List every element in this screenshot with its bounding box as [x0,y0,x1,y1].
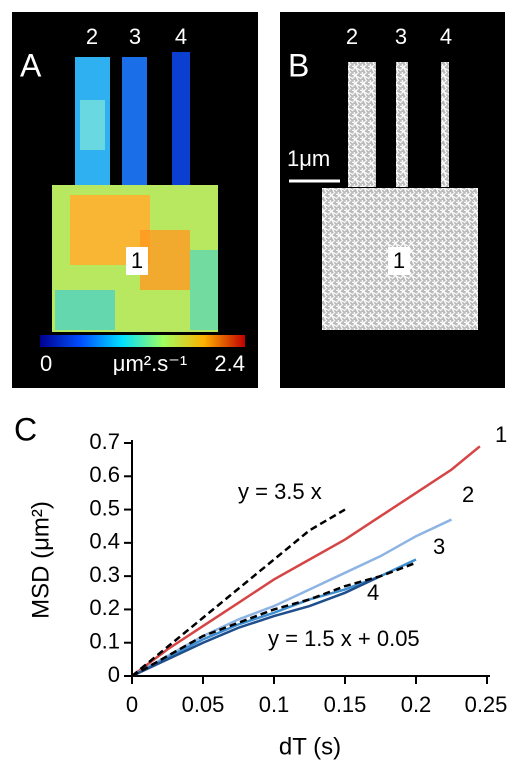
region-label: 1 [393,248,405,273]
series-label: 2 [462,482,474,507]
y-tick-label: 0.5 [89,495,120,520]
y-tick-label: 0.3 [89,562,120,587]
y-tick-label: 0.4 [89,529,120,554]
msd-line [131,558,417,678]
y-axis-label: MSD (μm²) [27,501,54,619]
series-label: 3 [433,534,445,559]
stem [122,57,147,187]
y-tick-label: 0.2 [89,595,120,620]
scale-label: 1μm [287,146,330,171]
x-tick-label: 0.2 [401,692,432,717]
colorbar-unit: μm².s⁻¹ [113,351,187,376]
label-box [126,247,148,275]
y-tick-label: 0 [108,662,120,687]
panel-a: A 2 3 4 1 0 μm².s⁻¹ 2.4 [12,12,258,388]
stem [172,52,190,187]
body [140,230,190,290]
x-axis-label: dT (s) [279,733,341,760]
stem-label: 4 [440,24,452,49]
stem-label: 3 [129,24,141,49]
series-label: y = 1.5 x + 0.05 [268,626,420,651]
stem-label: 4 [175,24,187,49]
panel-label: A [20,47,42,83]
msd-line [131,445,481,677]
series-label: y = 3.5 x [238,479,322,504]
colorbar-max: 2.4 [214,351,245,376]
stem [80,100,105,150]
label-box [388,247,410,275]
stem-label: 2 [346,24,358,49]
msd-line [131,575,382,678]
series-label: 4 [367,580,379,605]
panel-b: 1μm B 2 3 4 1 [280,12,505,388]
chart: C dT (s) MSD (μm²) 0 0.1 0.2 0.3 0.4 0.5 0.6 0.… [14,411,507,760]
colorbar [40,335,245,347]
series-label: 1 [495,422,507,447]
stem [441,62,449,187]
x-tick-label: 0.15 [324,692,367,717]
body [190,250,218,330]
panel-label: C [14,411,37,447]
panel-label: B [288,47,309,83]
fit-line [131,508,346,677]
colorbar-min: 0 [40,351,52,376]
fit-line [131,561,417,678]
stem-label: 2 [86,24,98,49]
x-tick-label: 0.1 [259,692,290,717]
x-tick-label: 0.05 [182,692,225,717]
body [55,290,115,330]
y-tick-label: 0.1 [89,629,120,654]
y-tick-label: 0.6 [89,462,120,487]
region-label: 1 [131,248,143,273]
y-tick-label: 0.7 [89,429,120,454]
stem [348,62,376,187]
stem [396,62,408,187]
stem-label: 3 [395,24,407,49]
x-tick-label: 0.25 [465,692,508,717]
x-tick-label: 0 [126,692,138,717]
